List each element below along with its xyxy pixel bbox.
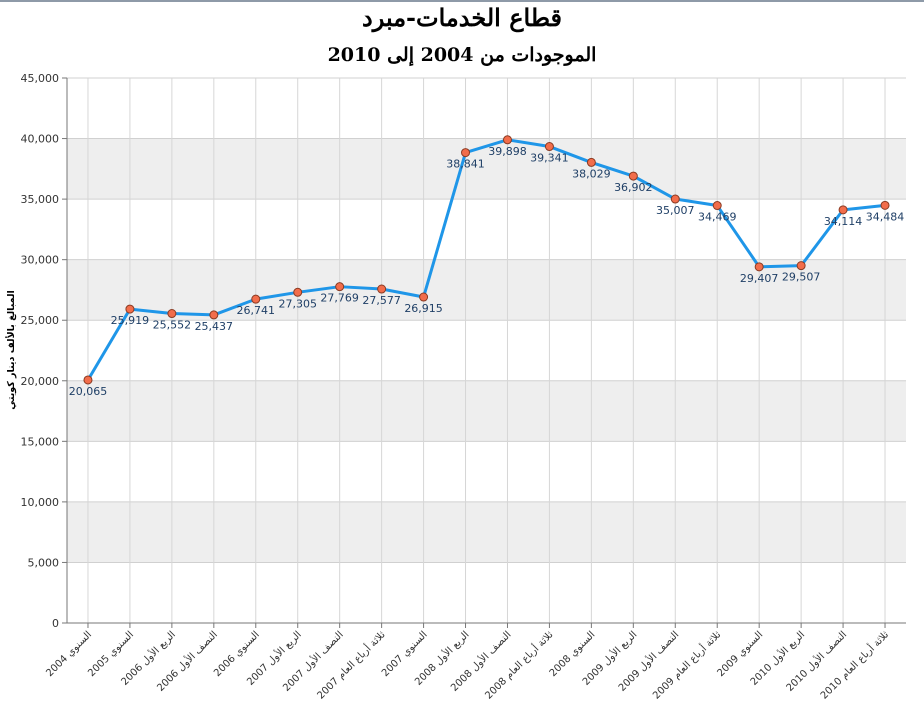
data-point bbox=[377, 284, 387, 294]
plot-band bbox=[67, 501, 906, 563]
series-line bbox=[86, 138, 886, 381]
x-tick-label: ثلاثة أرباع العام 2007 bbox=[314, 628, 388, 702]
data-label: 39,341 bbox=[530, 152, 569, 165]
y-tick-labels: 0 5,000 10,000 15,000 20,000 25,000 30,000 35,0… bbox=[21, 72, 60, 630]
data-label: 34,469 bbox=[698, 211, 737, 224]
data-point bbox=[796, 261, 806, 271]
data-point bbox=[838, 205, 848, 215]
data-point bbox=[712, 201, 722, 211]
data-markers bbox=[83, 135, 890, 385]
data-point bbox=[544, 142, 554, 152]
y-tick-label: 30,000 bbox=[21, 254, 60, 267]
plot-band bbox=[67, 259, 906, 321]
data-label: 26,741 bbox=[237, 304, 276, 317]
data-label: 25,552 bbox=[153, 319, 192, 332]
data-label: 27,769 bbox=[320, 292, 359, 305]
y-tick-label: 0 bbox=[52, 617, 59, 630]
data-label: 27,305 bbox=[278, 297, 317, 310]
data-point bbox=[502, 135, 512, 145]
data-point bbox=[586, 157, 596, 167]
y-tick-label: 25,000 bbox=[21, 314, 60, 327]
y-tick-label: 5,000 bbox=[28, 556, 60, 569]
x-tick-label: ثلاثة أرباع العام 2010 bbox=[817, 628, 891, 702]
y-tick-label: 35,000 bbox=[21, 193, 60, 206]
data-point bbox=[209, 310, 219, 320]
y-tick-label: 20,000 bbox=[21, 375, 60, 388]
y-tick-label: 15,000 bbox=[21, 435, 60, 448]
data-point bbox=[419, 292, 429, 302]
data-point bbox=[125, 304, 135, 314]
data-label: 38,029 bbox=[572, 167, 611, 180]
data-label: 26,915 bbox=[404, 302, 443, 315]
data-point bbox=[754, 262, 764, 272]
data-label: 29,507 bbox=[782, 271, 821, 284]
data-label: 27,577 bbox=[362, 294, 401, 307]
x-tick-label: ثلاثة أرباع العام 2008 bbox=[482, 628, 556, 702]
data-label: 35,007 bbox=[656, 204, 695, 217]
top-border bbox=[0, 0, 924, 2]
data-label: 20,065 bbox=[69, 385, 108, 398]
data-label: 39,898 bbox=[488, 145, 527, 158]
data-label: 34,484 bbox=[866, 210, 905, 223]
chart-title: قطاع الخدمات-مبرد bbox=[362, 3, 562, 33]
data-label: 25,919 bbox=[111, 314, 150, 327]
y-tick-label: 40,000 bbox=[21, 133, 60, 146]
y-tick-label: 10,000 bbox=[21, 496, 60, 509]
data-point bbox=[461, 148, 471, 158]
data-label: 34,114 bbox=[824, 215, 863, 228]
data-point bbox=[83, 375, 93, 385]
data-point bbox=[251, 294, 261, 304]
data-point bbox=[670, 194, 680, 204]
chart-subtitle: الموجودات من 2004 إلى 2010 bbox=[328, 44, 597, 67]
plot-bands bbox=[67, 77, 906, 624]
series-line-group bbox=[86, 138, 886, 381]
data-label: 25,437 bbox=[195, 320, 234, 333]
axes bbox=[62, 77, 906, 628]
data-point bbox=[880, 200, 890, 210]
data-point bbox=[293, 287, 303, 297]
y-axis-label: المبالغ بالألف دينار كويتي bbox=[5, 290, 17, 410]
data-point bbox=[628, 171, 638, 181]
data-label: 38,841 bbox=[446, 158, 485, 171]
data-label: 36,902 bbox=[614, 181, 653, 194]
data-label: 29,407 bbox=[740, 272, 779, 285]
x-tick-label: ثلاثة أرباع العام 2009 bbox=[650, 628, 724, 702]
plot-band bbox=[67, 138, 906, 200]
plot-band bbox=[67, 380, 906, 442]
data-point bbox=[167, 309, 177, 319]
vertical-gridlines bbox=[87, 78, 886, 623]
y-tick-label: 45,000 bbox=[21, 72, 60, 85]
data-point bbox=[335, 282, 345, 292]
